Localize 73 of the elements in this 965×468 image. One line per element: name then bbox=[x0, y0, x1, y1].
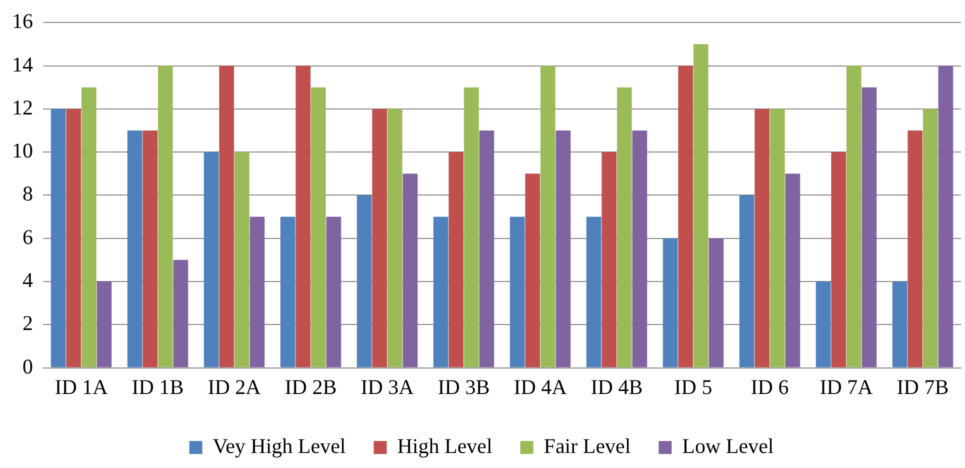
bar bbox=[816, 282, 831, 368]
x-tick-label: ID 1B bbox=[132, 374, 184, 399]
bar bbox=[158, 66, 173, 368]
y-tick-label: 6 bbox=[22, 224, 33, 249]
y-tick-label: 8 bbox=[22, 182, 33, 206]
bar bbox=[908, 130, 923, 368]
bar bbox=[96, 282, 112, 368]
bar bbox=[708, 238, 724, 368]
bar bbox=[250, 216, 265, 368]
bar bbox=[173, 260, 188, 368]
bar bbox=[234, 152, 250, 368]
bar bbox=[602, 152, 617, 368]
bar bbox=[831, 152, 846, 368]
bar bbox=[662, 238, 678, 368]
bar bbox=[510, 216, 525, 368]
bar bbox=[448, 152, 464, 368]
x-tick-label: ID 5 bbox=[674, 374, 712, 399]
y-tick-label: 4 bbox=[22, 268, 34, 292]
bar bbox=[464, 87, 479, 368]
legend-label: High Level bbox=[397, 434, 492, 458]
y-tick-label: 12 bbox=[12, 95, 33, 120]
bar bbox=[310, 87, 326, 368]
bar bbox=[846, 66, 862, 368]
bar bbox=[938, 66, 954, 368]
bar bbox=[219, 66, 234, 368]
bar bbox=[296, 66, 311, 368]
bar bbox=[356, 195, 372, 368]
bar bbox=[326, 216, 342, 368]
x-tick-label: ID 2A bbox=[208, 374, 262, 399]
x-tick-label: ID 2B bbox=[284, 374, 337, 399]
bar bbox=[280, 216, 296, 368]
x-tick-label: ID 7A bbox=[820, 374, 874, 399]
bar bbox=[922, 108, 938, 368]
bar bbox=[479, 130, 494, 368]
bar bbox=[433, 216, 448, 368]
bar bbox=[142, 130, 158, 368]
x-tick-label: ID 4B bbox=[590, 374, 643, 399]
x-tick-label: ID 3B bbox=[438, 374, 490, 399]
bar bbox=[556, 130, 571, 368]
bar bbox=[770, 108, 785, 368]
y-tick-label: 16 bbox=[12, 9, 33, 34]
x-tick-label: ID 6 bbox=[750, 374, 789, 399]
y-tick-label: 2 bbox=[22, 311, 33, 336]
bar bbox=[50, 108, 66, 368]
bar bbox=[892, 282, 908, 368]
bar bbox=[540, 66, 556, 368]
bar bbox=[632, 130, 648, 368]
bar bbox=[127, 130, 142, 368]
bar bbox=[586, 216, 602, 368]
legend-label: Fair Level bbox=[544, 434, 631, 458]
legend-label: Vey High Level bbox=[212, 434, 346, 458]
bar bbox=[66, 108, 82, 368]
bar bbox=[204, 152, 219, 368]
legend-label: Low Level bbox=[682, 434, 774, 458]
bar bbox=[785, 174, 800, 368]
x-tick-label: ID 4A bbox=[514, 374, 568, 399]
bar bbox=[693, 44, 708, 368]
bar bbox=[81, 87, 96, 368]
bar bbox=[862, 87, 877, 368]
bar bbox=[387, 108, 402, 368]
y-tick-label: 14 bbox=[12, 52, 34, 76]
bar bbox=[678, 66, 694, 368]
x-tick-label: ID 3A bbox=[360, 374, 415, 399]
bar bbox=[372, 108, 388, 368]
x-tick-label: ID 7B bbox=[896, 374, 949, 399]
bar bbox=[402, 174, 418, 368]
bar bbox=[525, 174, 540, 368]
bar bbox=[754, 108, 770, 368]
bar bbox=[739, 195, 754, 368]
x-tick-label: ID 1A bbox=[54, 374, 109, 399]
bar bbox=[616, 87, 632, 368]
y-tick-label: 10 bbox=[12, 138, 33, 163]
y-tick-label: 0 bbox=[22, 354, 33, 378]
